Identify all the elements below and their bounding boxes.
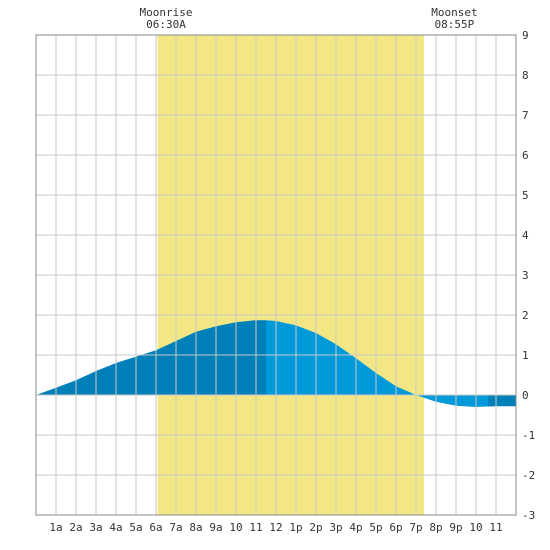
y-tick-label: 7 (522, 109, 529, 122)
x-tick-label: 1p (289, 521, 302, 534)
x-tick-label: 5p (369, 521, 382, 534)
x-tick-label: 8p (429, 521, 442, 534)
y-tick-label: -3 (522, 509, 535, 522)
x-tick-label: 11 (249, 521, 262, 534)
x-tick-label: 7p (409, 521, 422, 534)
y-tick-label: 1 (522, 349, 529, 362)
tide-segment-3 (488, 395, 516, 407)
x-tick-label: 3a (89, 521, 102, 534)
y-tick-label: -1 (522, 429, 535, 442)
x-tick-label: 10 (229, 521, 242, 534)
x-tick-label: 3p (329, 521, 342, 534)
label-layer: 1a 2a 3a 4a 5a 6a 7a 8a 9a 10 11 12 1p 2p 3p 4p 5p 6p 7p 8p… (49, 29, 535, 534)
y-tick-label: 4 (522, 229, 529, 242)
y-tick-label: 9 (522, 29, 529, 42)
moonrise-time: 06:30A (146, 18, 186, 31)
x-tick-label: 5a (129, 521, 142, 534)
moon-annotations: Moonrise 06:30A Moonset 08:55P (140, 6, 478, 31)
y-tick-label: 6 (522, 149, 529, 162)
x-tick-label: 4p (349, 521, 362, 534)
y-tick-label: 5 (522, 189, 529, 202)
tide-layer (36, 320, 516, 407)
x-tick-label: 7a (169, 521, 182, 534)
x-tick-label: 1a (49, 521, 62, 534)
frame-layer (35, 34, 517, 516)
y-tick-label: -2 (522, 469, 535, 482)
y-tick-label: 8 (522, 69, 529, 82)
x-tick-label: 12 (269, 521, 282, 534)
moonrise-label: Moonrise (140, 6, 193, 19)
x-tick-label: 9a (209, 521, 222, 534)
x-tick-label: 6a (149, 521, 162, 534)
moonset-time: 08:55P (435, 18, 475, 31)
y-tick-label: 0 (522, 389, 529, 402)
y-tick-label: 2 (522, 309, 529, 322)
x-tick-label: 6p (389, 521, 402, 534)
tide-segment-2 (266, 320, 488, 407)
tide-segment-1 (36, 320, 266, 395)
x-tick-label: 8a (189, 521, 202, 534)
x-tick-label: 9p (449, 521, 462, 534)
x-tick-label: 11 (489, 521, 502, 534)
x-tick-label: 2p (309, 521, 322, 534)
moonset-label: Moonset (431, 6, 477, 19)
y-tick-label: 3 (522, 269, 529, 282)
plot-frame (35, 34, 517, 516)
x-tick-label: 10 (469, 521, 482, 534)
x-tick-label: 4a (109, 521, 122, 534)
x-tick-label: 2a (69, 521, 82, 534)
